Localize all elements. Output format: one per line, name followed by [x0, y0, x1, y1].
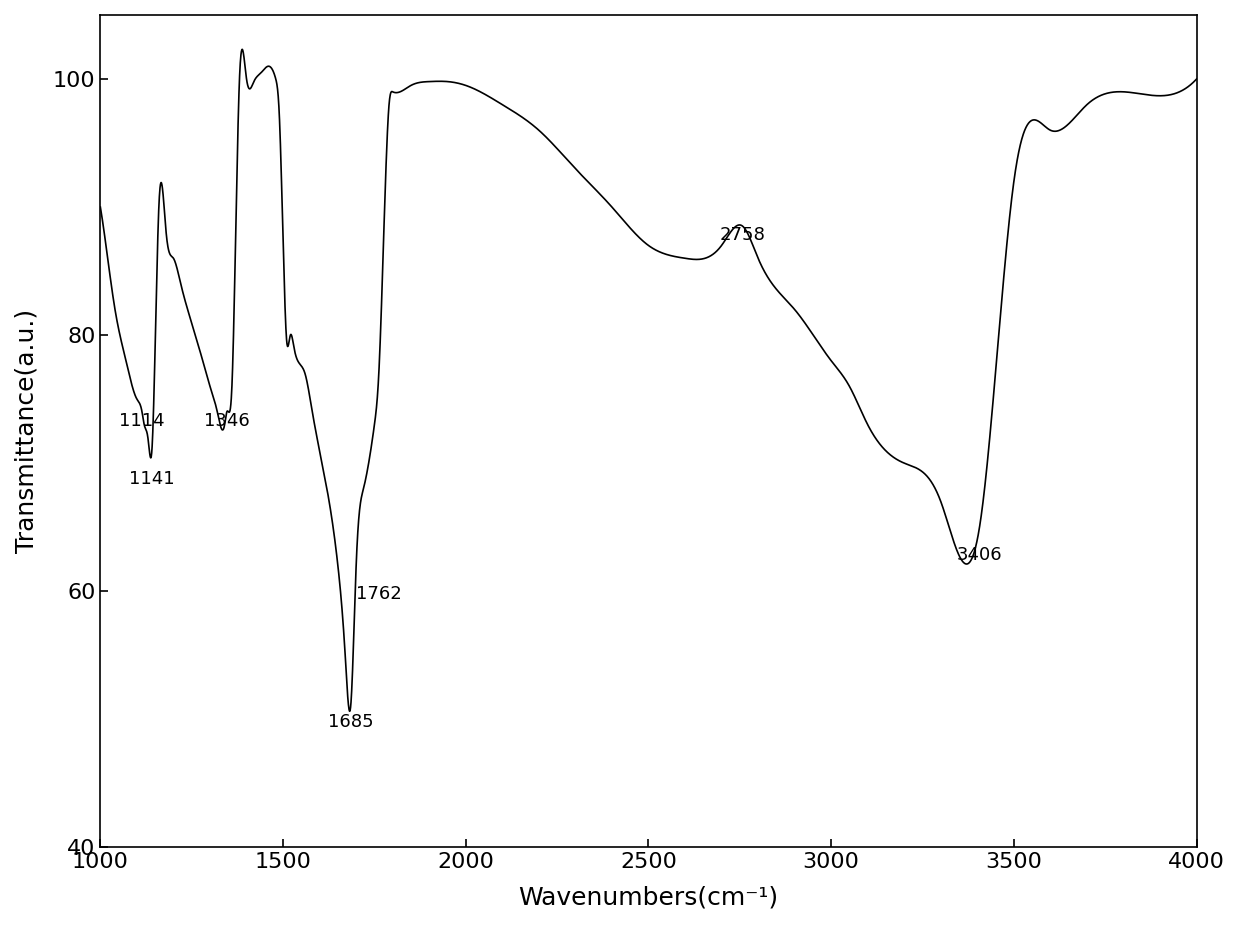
Text: 1346: 1346	[203, 412, 249, 430]
Text: 1762: 1762	[356, 585, 402, 603]
Y-axis label: Transmittance(a.u.): Transmittance(a.u.)	[15, 309, 38, 553]
X-axis label: Wavenumbers(cm⁻¹): Wavenumbers(cm⁻¹)	[518, 886, 779, 910]
Text: 1141: 1141	[129, 470, 175, 487]
Text: 3406: 3406	[957, 547, 1002, 564]
Text: 2758: 2758	[719, 227, 765, 244]
Text: 1685: 1685	[327, 713, 373, 731]
Text: 1114: 1114	[119, 412, 165, 430]
